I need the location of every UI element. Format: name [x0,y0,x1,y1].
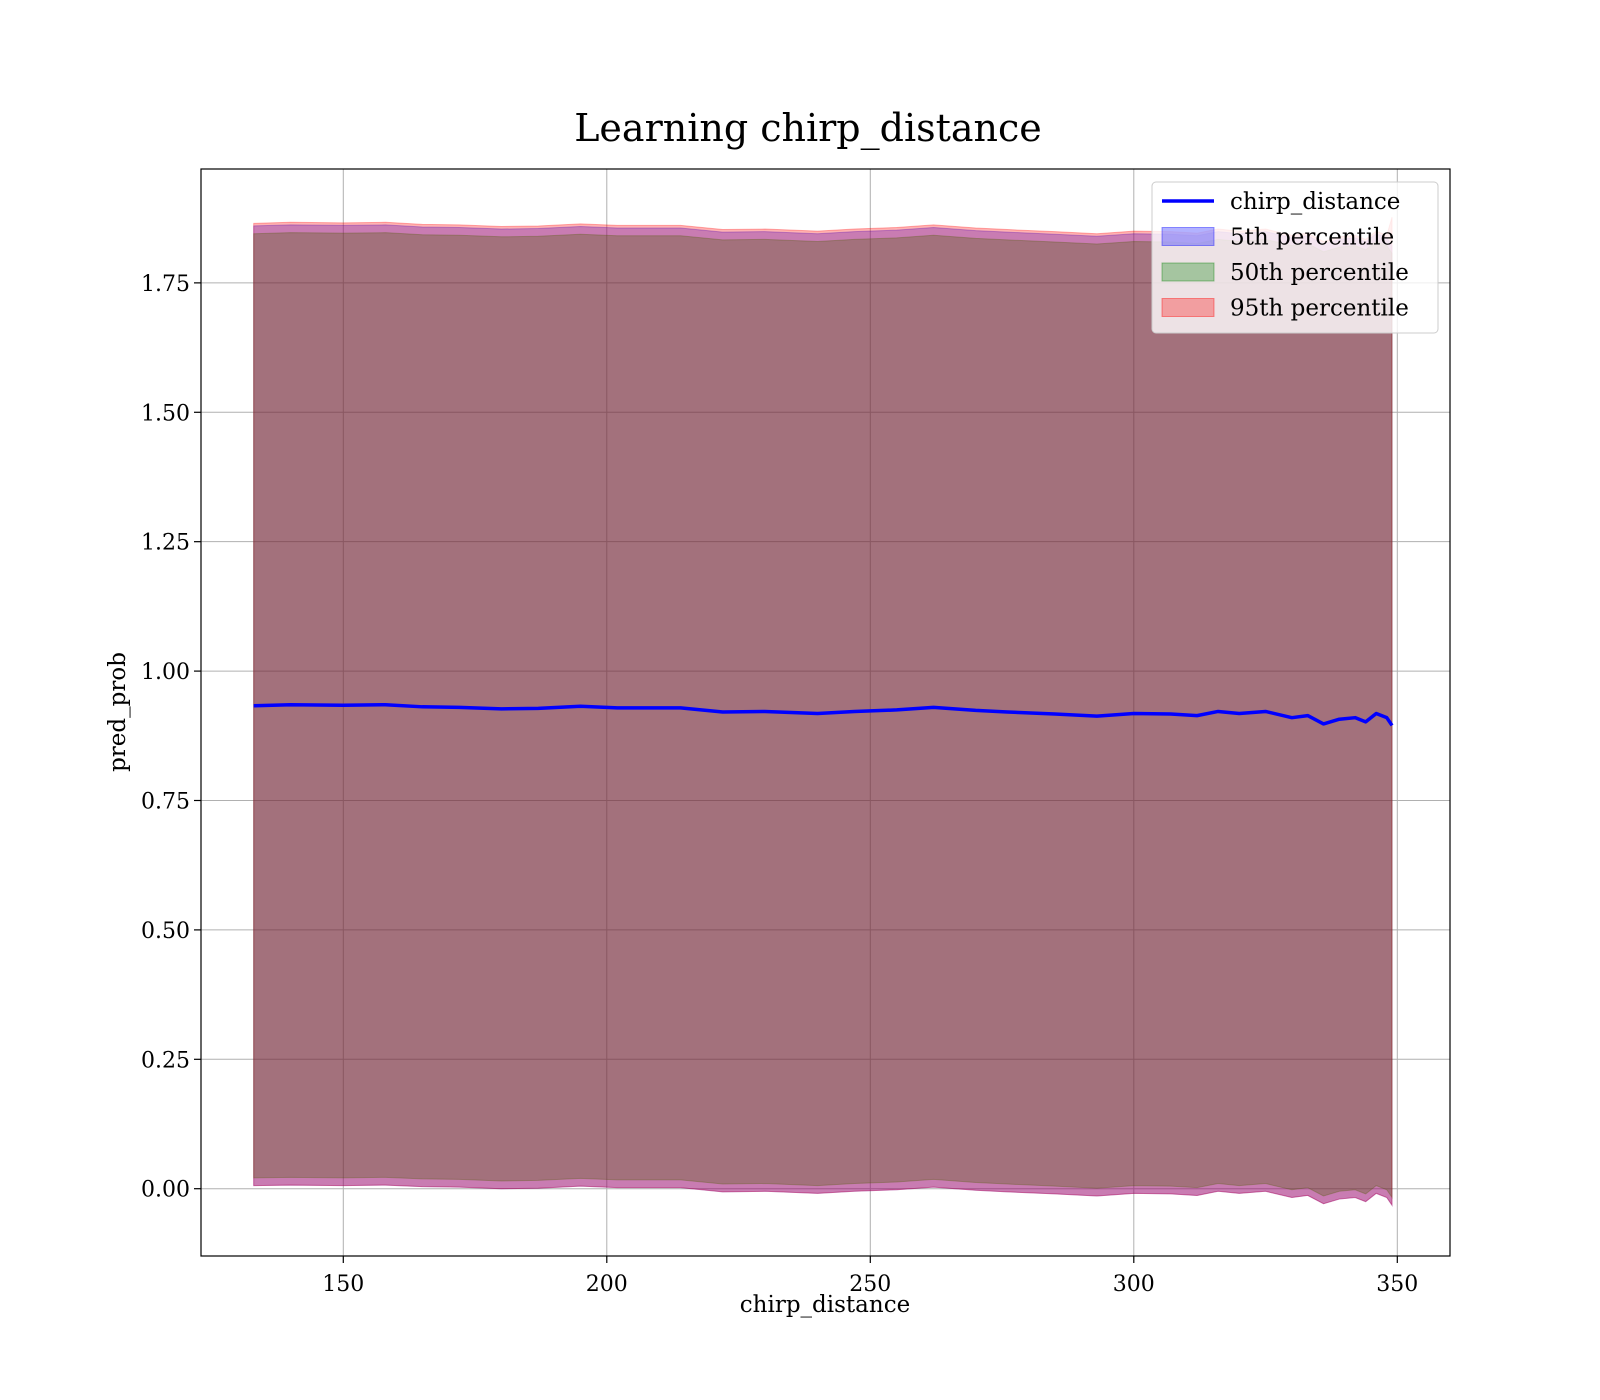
chart-title: Learning chirp_distance [574,106,1042,151]
y-tick-label: 1.25 [141,531,190,556]
legend-swatch [1161,298,1215,317]
band-2 [253,232,1393,1200]
y-axis-ticks: 0.00 0.25 0.50 0.75 1.00 1.25 1.50 1.75 [141,272,201,1203]
x-tick-label: 200 [586,1272,628,1297]
legend-swatch [1161,227,1215,246]
legend: chirp_distance 5th percentile 50th percent… [1151,181,1439,334]
plot-frame [200,168,1451,1257]
x-tick-label: 150 [322,1272,364,1297]
band-1 [253,224,1393,1207]
x-tick-label: 300 [1113,1272,1155,1297]
legend-label: chirp_distance [1230,189,1400,215]
x-axis-ticks: 150 200 250 300 350 [322,1256,1418,1297]
y-tick-label: 1.50 [141,401,190,426]
y-tick-label: 1.75 [141,272,190,297]
y-tick-label: 0.00 [141,1178,190,1203]
legend-label: 95th percentile [1230,296,1409,322]
y-tick-label: 0.50 [141,919,190,944]
legend-box [1151,181,1439,334]
band-3 [253,217,1393,1207]
percentile-bands [253,217,1393,1207]
y-tick-label: 0.75 [141,789,190,814]
y-tick-label: 0.25 [141,1048,190,1073]
x-axis-label: chirp_distance [740,1292,910,1318]
legend-label: 50th percentile [1230,260,1409,286]
mean-line [253,702,1394,727]
mean-line-layer [253,702,1394,727]
legend-label: 5th percentile [1230,225,1394,251]
x-tick-label: 350 [1376,1272,1418,1297]
x-tick-label: 250 [849,1272,891,1297]
y-axis-label: pred_prob [105,652,131,772]
y-tick-label: 1.00 [141,660,190,685]
legend-swatch [1161,262,1215,282]
